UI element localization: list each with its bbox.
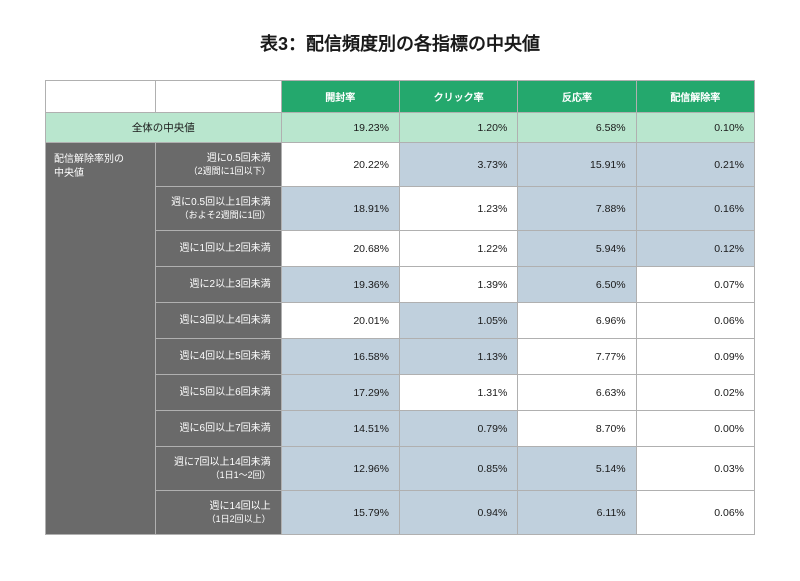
cell-response: 6.96%	[518, 303, 636, 339]
cell-click: 0.85%	[399, 447, 517, 491]
cell-open: 20.22%	[281, 143, 399, 187]
row-label: 週に3回以上4回未満	[156, 303, 281, 339]
cell-click: 1.23%	[399, 187, 517, 231]
header-response: 反応率	[518, 81, 636, 113]
cell-response: 5.14%	[518, 447, 636, 491]
header-row: 開封率 クリック率 反応率 配信解除率	[46, 81, 755, 113]
cell-unsub: 0.00%	[636, 411, 754, 447]
data-table: 開封率 クリック率 反応率 配信解除率 全体の中央値 19.23% 1.20% …	[45, 80, 755, 535]
cell-unsub: 0.09%	[636, 339, 754, 375]
cell-open: 12.96%	[281, 447, 399, 491]
cell-click: 1.13%	[399, 339, 517, 375]
table-title: 表3：配信頻度別の各指標の中央値	[45, 30, 755, 56]
cell-click: 1.05%	[399, 303, 517, 339]
cell-response: 5.94%	[518, 231, 636, 267]
cell-unsub: 0.06%	[636, 491, 754, 535]
overall-label: 全体の中央値	[46, 113, 282, 143]
header-click: クリック率	[399, 81, 517, 113]
header-unsub: 配信解除率	[636, 81, 754, 113]
cell-click: 0.79%	[399, 411, 517, 447]
header-open: 開封率	[281, 81, 399, 113]
cell-response: 8.70%	[518, 411, 636, 447]
row-label: 週に14回以上（1日2回以上）	[156, 491, 281, 535]
cell-response: 6.11%	[518, 491, 636, 535]
overall-click: 1.20%	[399, 113, 517, 143]
cell-unsub: 0.07%	[636, 267, 754, 303]
cell-open: 20.01%	[281, 303, 399, 339]
overall-open: 19.23%	[281, 113, 399, 143]
overall-row: 全体の中央値 19.23% 1.20% 6.58% 0.10%	[46, 113, 755, 143]
corner-cell	[46, 81, 156, 113]
cell-response: 6.63%	[518, 375, 636, 411]
cell-open: 14.51%	[281, 411, 399, 447]
table-row: 配信解除率別の中央値週に0.5回未満（2週間に1回以下）20.22%3.73%1…	[46, 143, 755, 187]
row-label: 週に7回以上14回未満（1日1〜2回）	[156, 447, 281, 491]
cell-unsub: 0.21%	[636, 143, 754, 187]
cell-open: 17.29%	[281, 375, 399, 411]
cell-open: 16.58%	[281, 339, 399, 375]
cell-response: 15.91%	[518, 143, 636, 187]
row-label: 週に2以上3回未満	[156, 267, 281, 303]
cell-open: 18.91%	[281, 187, 399, 231]
row-label: 週に5回以上6回未満	[156, 375, 281, 411]
cell-response: 7.88%	[518, 187, 636, 231]
cell-open: 19.36%	[281, 267, 399, 303]
corner-cell-2	[156, 81, 281, 113]
cell-open: 20.68%	[281, 231, 399, 267]
overall-unsub: 0.10%	[636, 113, 754, 143]
cell-click: 1.22%	[399, 231, 517, 267]
cell-click: 1.31%	[399, 375, 517, 411]
cell-unsub: 0.16%	[636, 187, 754, 231]
cell-response: 7.77%	[518, 339, 636, 375]
cell-click: 3.73%	[399, 143, 517, 187]
overall-response: 6.58%	[518, 113, 636, 143]
cell-unsub: 0.06%	[636, 303, 754, 339]
side-header: 配信解除率別の中央値	[46, 143, 156, 535]
cell-unsub: 0.12%	[636, 231, 754, 267]
cell-click: 0.94%	[399, 491, 517, 535]
row-label: 週に0.5回未満（2週間に1回以下）	[156, 143, 281, 187]
cell-response: 6.50%	[518, 267, 636, 303]
row-label: 週に4回以上5回未満	[156, 339, 281, 375]
row-label: 週に1回以上2回未満	[156, 231, 281, 267]
cell-click: 1.39%	[399, 267, 517, 303]
cell-unsub: 0.02%	[636, 375, 754, 411]
row-label: 週に6回以上7回未満	[156, 411, 281, 447]
cell-open: 15.79%	[281, 491, 399, 535]
cell-unsub: 0.03%	[636, 447, 754, 491]
row-label: 週に0.5回以上1回未満（およそ2週間に1回）	[156, 187, 281, 231]
